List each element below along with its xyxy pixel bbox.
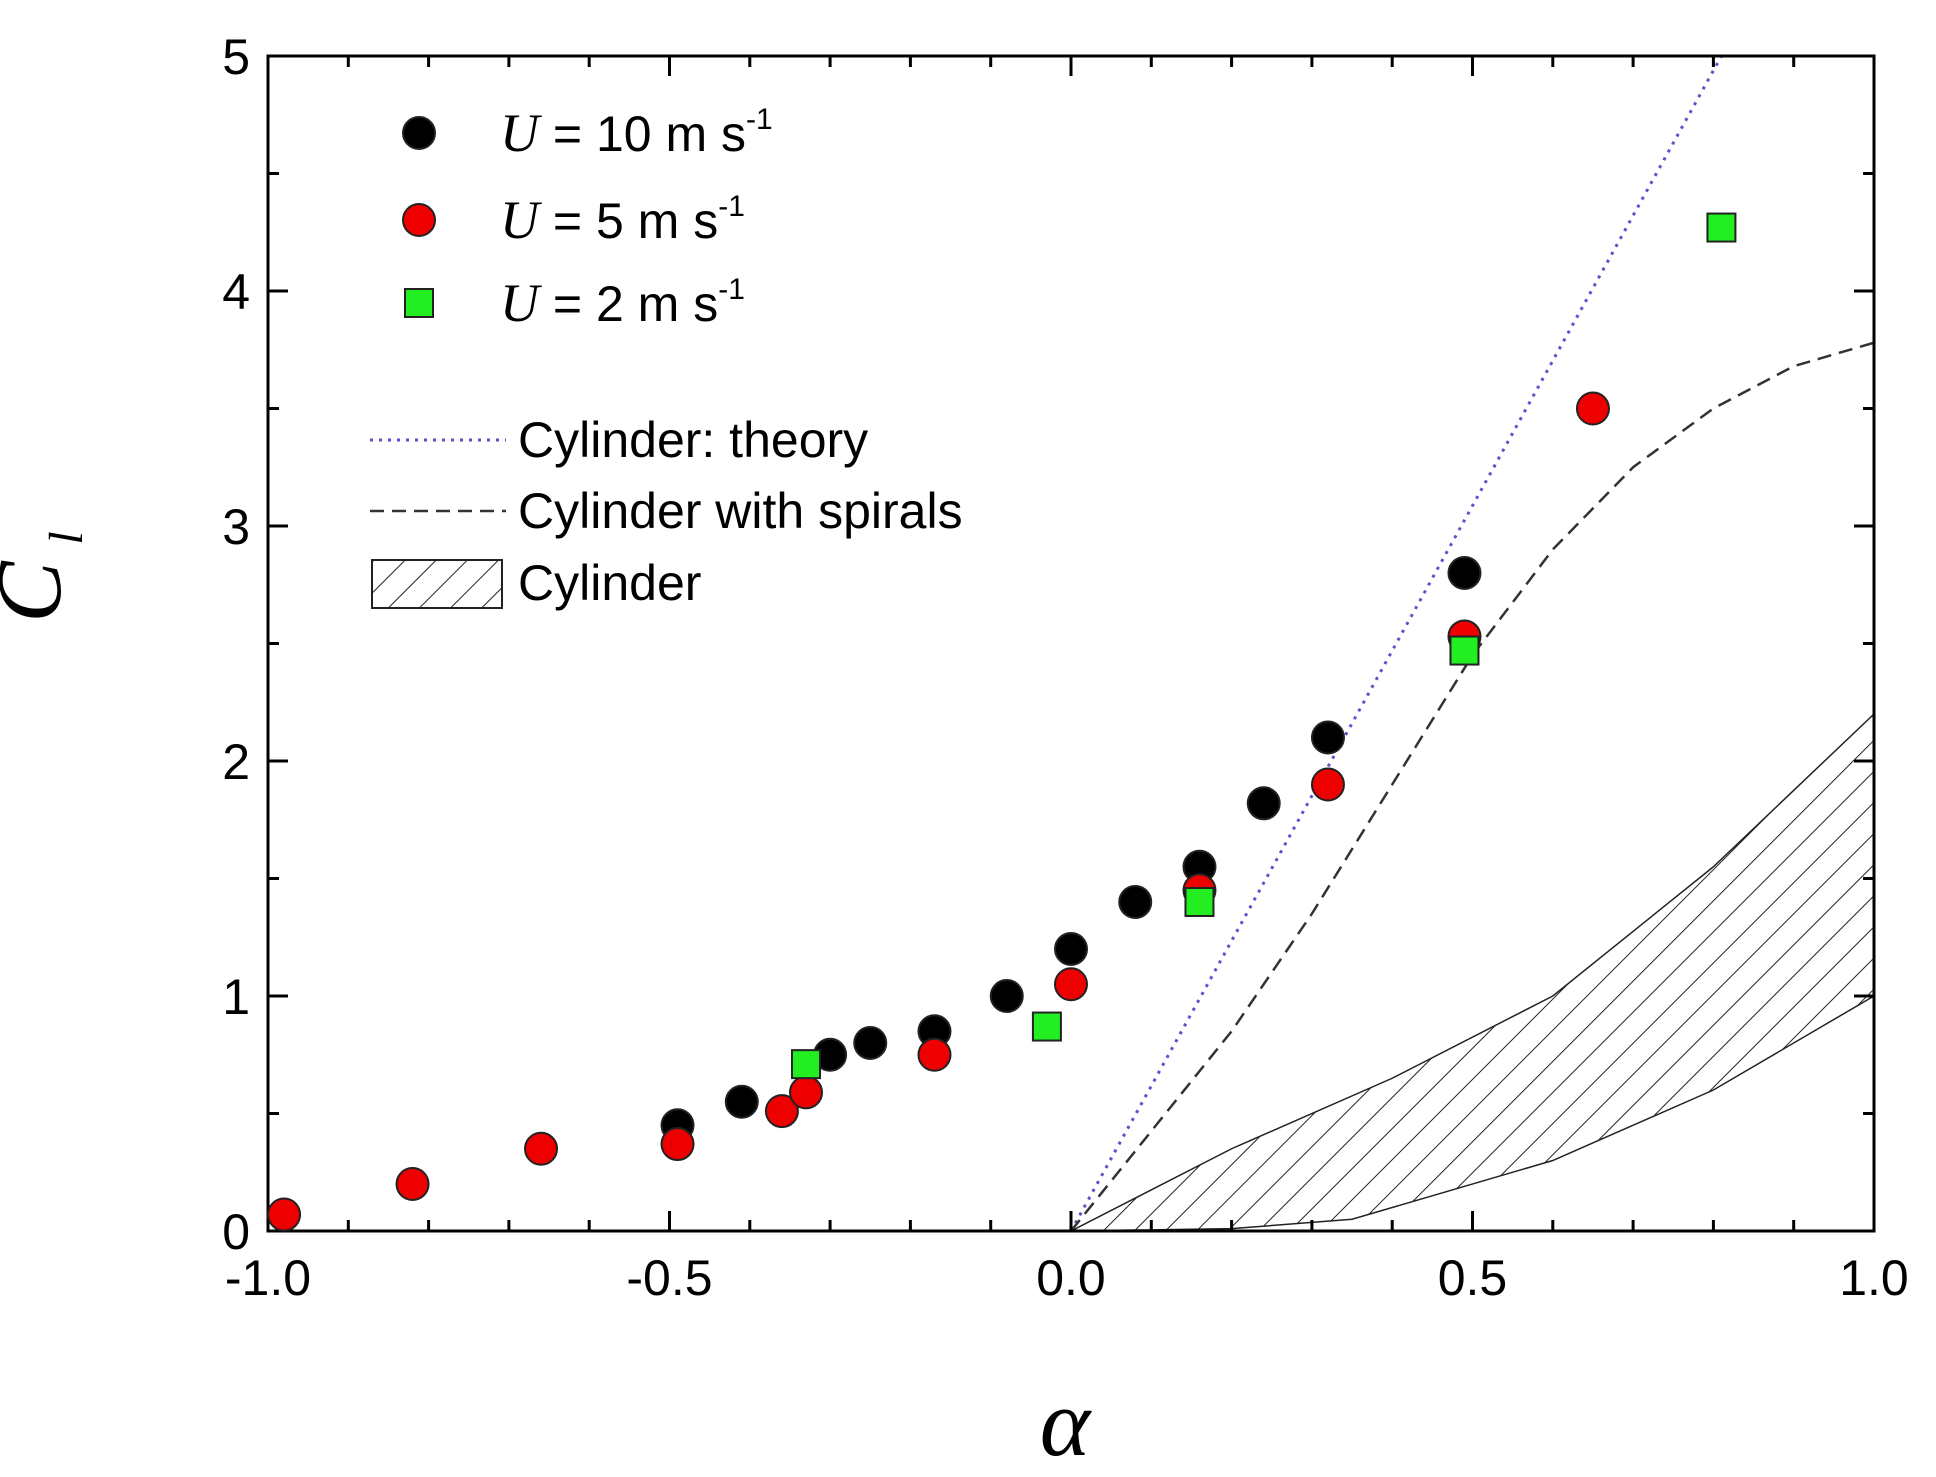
axis-ticks: -1.0 -0.5 0.0 0.5 1.0 0 1 2 3 4 5: [222, 29, 1909, 1306]
y-axis-title-subscript: l: [40, 531, 93, 544]
data-point-series-2: [791, 1049, 822, 1080]
legend-marker-series-1: [402, 203, 436, 237]
legend-marker-series-0: [402, 116, 436, 150]
legend-label-series-1: U = 5 m s-1: [500, 190, 745, 250]
data-point-series-1: [267, 1197, 302, 1232]
data-point-series-2: [1706, 212, 1737, 243]
data-point-series-1: [660, 1127, 695, 1162]
x-tick-label: 0.0: [1036, 1250, 1106, 1306]
y-tick-label: 0: [222, 1204, 250, 1260]
y-axis-title-main: C: [0, 560, 80, 623]
band-cylinder: [1070, 712, 1874, 1231]
data-point-series-2: [1449, 635, 1480, 666]
legend-label-series-2: U = 2 m s-1: [500, 273, 745, 333]
legend-label-band: Cylinder: [518, 555, 701, 611]
y-tick-label: 5: [222, 29, 250, 85]
legend-label-line-0: Cylinder: theory: [518, 412, 868, 468]
data-point-series-0: [1054, 932, 1088, 966]
data-point-series-1: [1310, 767, 1345, 802]
data-point-series-0: [989, 979, 1024, 1013]
y-tick-label: 2: [222, 734, 250, 790]
legend-marker-series-2: [404, 288, 434, 318]
legend-label-line-1: Cylinder with spirals: [518, 483, 963, 539]
y-tick-label: 4: [222, 264, 250, 320]
data-point-series-2: [1031, 1011, 1062, 1042]
data-point-series-1: [1054, 967, 1088, 1002]
x-axis-title: α: [1040, 1369, 1092, 1476]
x-tick-label: 0.5: [1438, 1250, 1508, 1306]
data-point-series-0: [724, 1084, 759, 1119]
y-axis-title: C l: [0, 531, 93, 622]
data-point-series-0: [1246, 786, 1281, 821]
x-tick-label: 1.0: [1839, 1250, 1909, 1306]
data-point-series-2: [1184, 887, 1215, 917]
data-point-series-1: [917, 1037, 952, 1072]
data-point-series-1: [789, 1075, 824, 1110]
data-point-series-1: [524, 1131, 559, 1166]
data-point-series-0: [1118, 885, 1153, 919]
data-markers: [267, 212, 1737, 1232]
y-tick-label: 3: [222, 499, 250, 555]
data-point-series-1: [1575, 391, 1610, 426]
plot-area: [1069, 56, 1874, 1231]
x-tick-label: -0.5: [626, 1250, 712, 1306]
legend: U = 10 m s-1 U = 5 m s-1 U = 2 m s-1 Cylind…: [370, 103, 963, 611]
data-point-series-0: [1310, 720, 1345, 755]
y-tick-label: 1: [222, 969, 250, 1025]
legend-swatch-band: [371, 559, 503, 609]
data-point-series-1: [764, 1094, 799, 1129]
data-point-series-1: [395, 1167, 430, 1201]
legend-label-series-0: U = 10 m s-1: [500, 103, 773, 163]
data-point-series-0: [1447, 556, 1482, 590]
data-point-series-0: [853, 1026, 888, 1060]
x-tick-label: -1.0: [225, 1250, 311, 1306]
